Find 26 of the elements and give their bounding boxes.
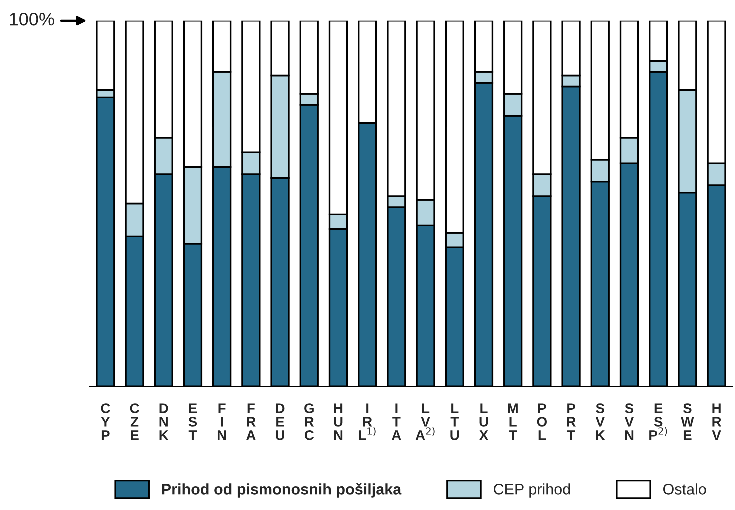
x-tick-label: SVK xyxy=(596,404,606,440)
x-tick-label: DNK xyxy=(160,404,169,440)
x-tick-label: CZE xyxy=(130,404,140,440)
x-tick-label: IRL$^{1)}$ xyxy=(358,404,376,440)
x-tick-label: DEU xyxy=(276,404,285,440)
x-tick-label: FIN xyxy=(218,404,226,440)
x-tick-label: EST xyxy=(188,404,198,440)
x-tick-label: LUX xyxy=(479,404,488,440)
x-tick-label: SVN xyxy=(624,404,634,440)
x-tick-label: CYP xyxy=(101,404,110,440)
x-tick-label: GRC xyxy=(304,404,314,440)
legend-label: Prihod od pismonosnih pošiljaka xyxy=(162,483,402,498)
x-tick-label: ESP$^{2)}$ xyxy=(650,404,668,440)
legend-label: CEP prihod xyxy=(494,484,570,498)
x-tick-label: LVA$^{2)}$ xyxy=(416,404,435,440)
x-tick-label: ITA xyxy=(392,404,402,440)
x-tick-label: MLT xyxy=(508,404,518,440)
x-tick-label: FRA xyxy=(246,404,256,440)
x-tick-label: LTU xyxy=(450,404,460,440)
legend-label: Ostalo xyxy=(663,484,706,495)
x-tick-label: POL xyxy=(537,404,548,440)
x-tick-label: HRV xyxy=(712,404,722,440)
text: 100% xyxy=(10,12,54,26)
x-tick-label: SWE xyxy=(681,404,694,440)
x-tick-label: PRT xyxy=(567,404,576,440)
x-tick-label: HUN xyxy=(334,404,343,440)
